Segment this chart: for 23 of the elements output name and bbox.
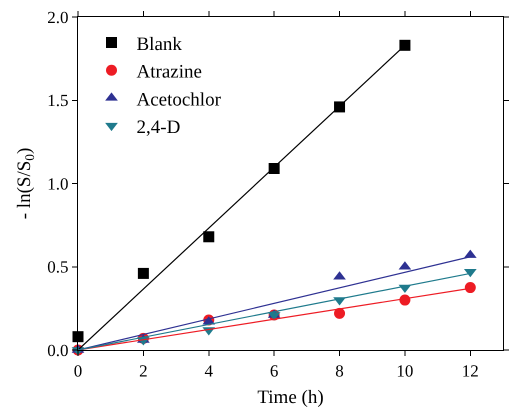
point [138,268,149,279]
x-tick-label: 4 [204,362,214,380]
legend-label: Blank [136,34,182,55]
x-tick-label: 10 [396,362,414,380]
y-tick-label: 0.5 [47,258,68,277]
point [399,40,410,51]
point [334,308,346,319]
point [203,231,214,242]
y-tick-label: 1.5 [47,91,68,110]
x-tick-label: 6 [270,362,278,380]
y-tick-label: 0.0 [47,340,68,360]
legend-label: Acetochlor [136,89,222,110]
x-tick-label: 8 [335,362,344,380]
x-tick-label: 2 [139,362,148,380]
y-tick-label: 2.0 [47,8,68,27]
legend-label: 2,4-D [136,117,180,138]
legend-label: Atrazine [136,62,202,83]
point [72,331,84,342]
x-tick-label: 0 [74,362,82,380]
x-tick-label: 12 [462,362,479,380]
point [464,282,476,294]
x-axis-title: Time (h) [257,387,324,408]
y-tick-label: 1.0 [47,174,68,194]
